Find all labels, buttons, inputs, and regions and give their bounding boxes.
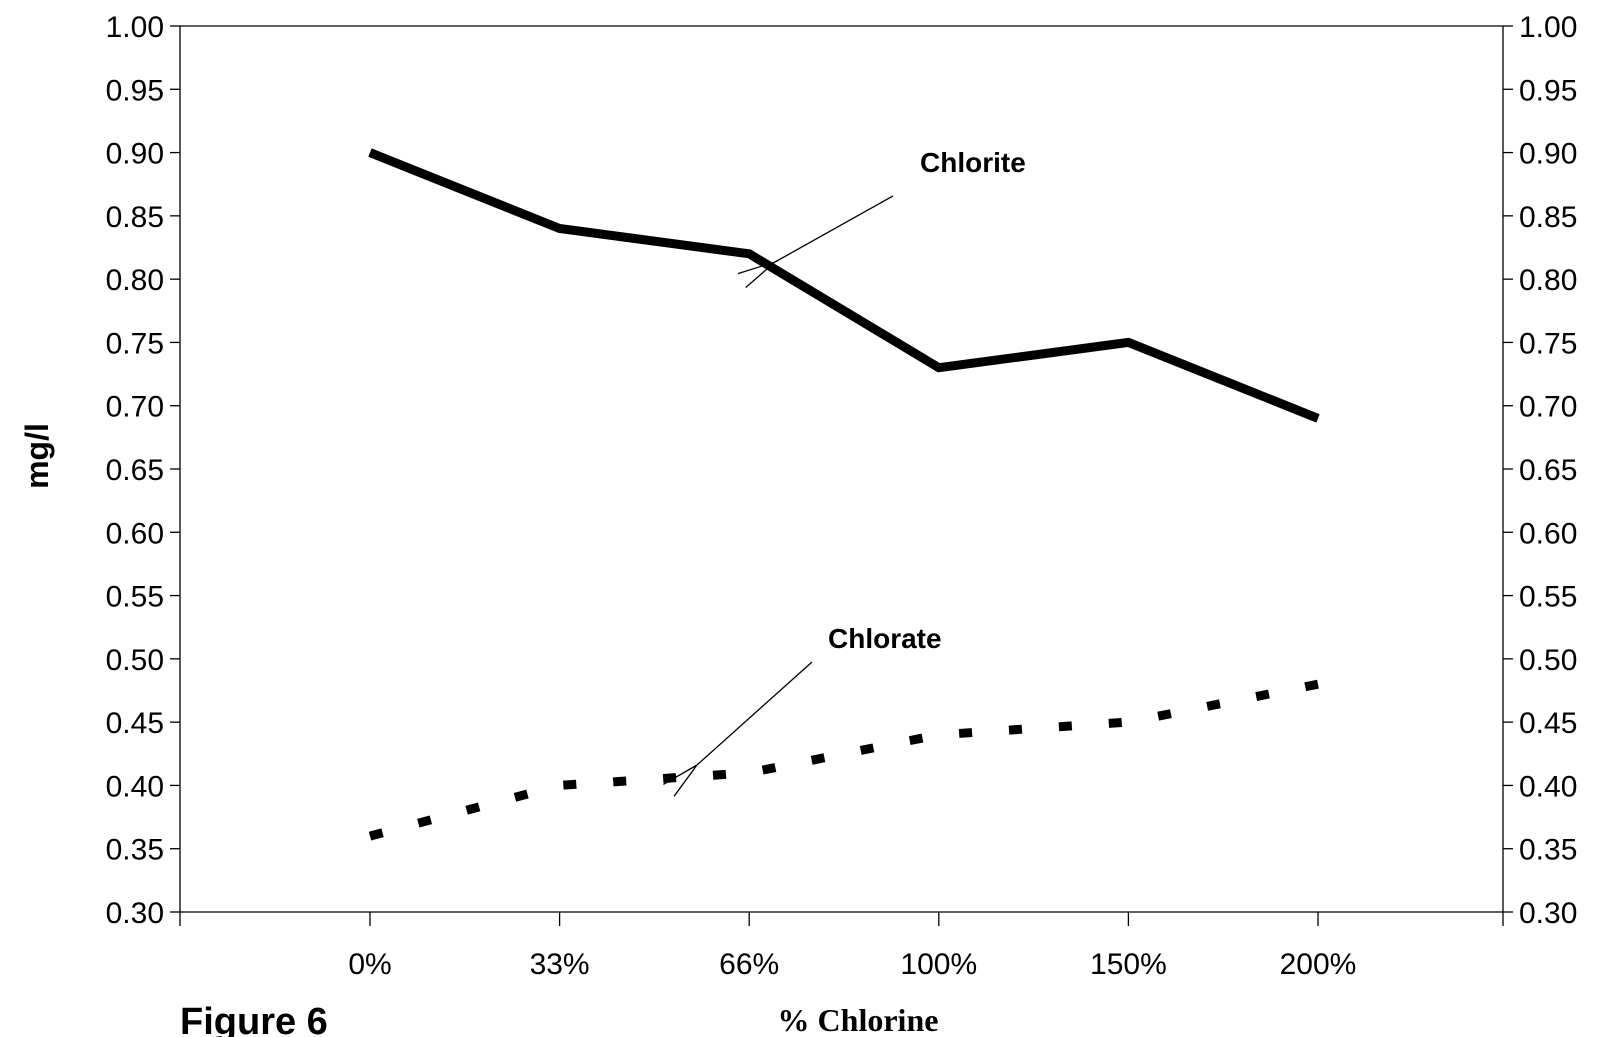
x-tick-label: 200% xyxy=(1280,948,1357,981)
x-tick-label: 33% xyxy=(530,948,590,981)
x-axis-title: % Chlorine xyxy=(778,1002,939,1037)
left-y-tick-label: 1.00 xyxy=(106,11,164,44)
chlorite-arrow xyxy=(775,195,894,262)
right-y-tick-label: 1.00 xyxy=(1519,11,1577,44)
left-y-tick-label: 0.95 xyxy=(106,74,164,107)
left-y-tick-label: 0.30 xyxy=(106,897,164,930)
right-y-tick-label: 0.65 xyxy=(1519,454,1577,487)
left-y-tick-label: 0.60 xyxy=(106,517,164,550)
left-y-tick-label: 0.40 xyxy=(106,770,164,803)
right-y-tick-label: 0.55 xyxy=(1519,581,1577,614)
right-y-tick-label: 0.60 xyxy=(1519,517,1577,550)
figure-caption: Figure 6 xyxy=(180,1001,328,1037)
series-layer xyxy=(368,148,1320,841)
annotations: Chlorite Chlorate xyxy=(697,147,1026,765)
chlorate-label: Chlorate xyxy=(828,623,942,654)
left-y-tick-label: 0.35 xyxy=(106,834,164,867)
right-y-tick-label: 0.35 xyxy=(1519,834,1577,867)
right-y-axis: 0.30 0.35 0.40 0.45 0.50 0.55 0.60 0.65 0.70 0.75… xyxy=(1503,11,1577,930)
right-y-tick-label: 0.95 xyxy=(1519,74,1577,107)
x-tick-label: 150% xyxy=(1090,948,1167,981)
right-y-tick-label: 0.30 xyxy=(1519,897,1577,930)
y-axis-title: mg/l xyxy=(19,423,55,489)
x-axis: 0% 33% 66% 100% 150% 200% xyxy=(179,912,1504,981)
x-tick-label: 66% xyxy=(719,948,779,981)
right-y-tick-label: 0.70 xyxy=(1519,391,1577,424)
x-tick-label: 100% xyxy=(900,948,977,981)
right-y-tick-label: 0.75 xyxy=(1519,327,1577,360)
right-y-tick-label: 0.40 xyxy=(1519,770,1577,803)
right-y-tick-label: 0.80 xyxy=(1519,264,1577,297)
left-y-tick-label: 0.65 xyxy=(106,454,164,487)
right-y-tick-label: 0.90 xyxy=(1519,138,1577,171)
right-y-tick-label: 0.50 xyxy=(1519,644,1577,677)
chlorate-arrow xyxy=(697,661,813,765)
right-y-tick-label: 0.85 xyxy=(1519,201,1577,234)
series-line-chlorate xyxy=(368,679,1319,841)
left-y-tick-label: 0.75 xyxy=(106,327,164,360)
left-y-tick-label: 0.90 xyxy=(106,138,164,171)
left-y-axis: 0.30 0.35 0.40 0.45 0.50 0.55 0.60 0.65 0.70 0.75… xyxy=(106,11,180,930)
chlorite-label: Chlorite xyxy=(920,147,1026,178)
x-tick-label: 0% xyxy=(348,948,391,981)
left-y-tick-label: 0.70 xyxy=(106,391,164,424)
right-y-tick-label: 0.45 xyxy=(1519,707,1577,740)
series-line-chlorite xyxy=(368,148,1320,423)
left-y-tick-label: 0.45 xyxy=(106,707,164,740)
left-y-tick-label: 0.50 xyxy=(106,644,164,677)
left-y-tick-label: 0.80 xyxy=(106,264,164,297)
left-y-tick-label: 0.55 xyxy=(106,581,164,614)
left-y-tick-label: 0.85 xyxy=(106,201,164,234)
